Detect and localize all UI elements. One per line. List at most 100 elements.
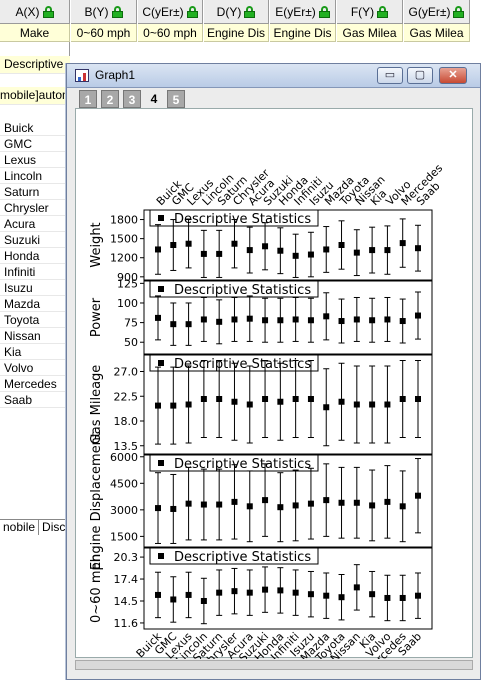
make-cell[interactable]: Chrysler (0, 200, 70, 216)
data-point[interactable] (338, 242, 345, 248)
sheet-tab[interactable]: nobile (0, 520, 40, 535)
make-cell[interactable]: Honda (0, 248, 70, 264)
make-cell[interactable]: Volvo (0, 360, 70, 376)
data-point[interactable] (353, 401, 360, 408)
data-point[interactable] (307, 251, 314, 258)
data-point[interactable] (415, 492, 421, 499)
data-point[interactable] (384, 247, 391, 254)
data-point[interactable] (262, 497, 269, 504)
data-point[interactable] (170, 242, 177, 248)
data-point[interactable] (369, 317, 376, 324)
data-point[interactable] (216, 396, 223, 402)
column-header[interactable]: F(Y) (337, 0, 403, 24)
data-point[interactable] (323, 404, 330, 411)
column-header[interactable]: D(Y) (204, 0, 269, 24)
legend-box[interactable] (149, 547, 319, 565)
data-point[interactable] (369, 401, 376, 408)
minimize-button[interactable]: ▭ (377, 67, 403, 84)
long-name-cell[interactable]: Engine Dis (270, 24, 336, 42)
data-point[interactable] (185, 401, 192, 408)
data-point[interactable] (323, 497, 330, 504)
long-name-cell[interactable]: 0~60 mph (71, 24, 137, 42)
graph-titlebar[interactable]: Graph1 ▭ ▢ ✕ (67, 64, 480, 88)
data-point[interactable] (307, 396, 314, 402)
make-cell[interactable]: Infiniti (0, 264, 70, 280)
data-point[interactable] (415, 396, 421, 402)
long-name-cell[interactable]: Make (0, 24, 70, 42)
make-cell[interactable]: Lincoln (0, 168, 70, 184)
data-point[interactable] (200, 396, 207, 402)
data-point[interactable] (185, 500, 192, 507)
graph-page[interactable]: 900 1200 1500 1800 Weight Descriptive Statist… (75, 108, 473, 676)
data-point[interactable] (155, 505, 161, 512)
make-cell[interactable]: Acura (0, 216, 70, 232)
layer-tab-4[interactable]: 4 (145, 90, 163, 108)
long-name-cell[interactable]: Gas Milea (337, 24, 403, 42)
data-point[interactable] (246, 503, 253, 510)
data-point[interactable] (277, 398, 284, 405)
make-cell[interactable]: Toyota (0, 312, 70, 328)
make-cell[interactable]: Saturn (0, 184, 70, 200)
data-point[interactable] (246, 315, 253, 322)
make-cell[interactable]: Lexus (0, 152, 70, 168)
sheet-tab[interactable]: Discr (39, 520, 70, 535)
layer-tab-2[interactable]: 2 (101, 90, 119, 108)
data-point[interactable] (246, 589, 253, 596)
column-header[interactable]: B(Y) (71, 0, 137, 24)
data-point[interactable] (415, 592, 421, 599)
data-point[interactable] (292, 396, 299, 402)
data-point[interactable] (200, 501, 207, 508)
data-point[interactable] (185, 591, 192, 598)
long-name-cell[interactable]: Engine Dis (204, 24, 269, 42)
data-point[interactable] (384, 498, 391, 505)
data-point[interactable] (353, 249, 360, 256)
data-point[interactable] (307, 317, 314, 324)
data-point[interactable] (369, 502, 376, 509)
data-point[interactable] (399, 318, 406, 325)
data-point[interactable] (262, 396, 269, 402)
data-point[interactable] (262, 243, 269, 250)
data-point[interactable] (231, 316, 238, 323)
data-point[interactable] (338, 499, 345, 506)
data-point[interactable] (399, 396, 406, 402)
graph-horizontal-scrollbar[interactable] (75, 660, 473, 670)
data-point[interactable] (369, 591, 376, 598)
data-point[interactable] (353, 499, 360, 506)
data-point[interactable] (338, 318, 345, 325)
data-point[interactable] (262, 317, 269, 324)
data-point[interactable] (292, 502, 299, 509)
column-header[interactable]: G(yEr±) (404, 0, 470, 24)
data-point[interactable] (307, 591, 314, 598)
make-cell[interactable]: GMC (0, 136, 70, 152)
close-button[interactable]: ✕ (439, 67, 467, 84)
data-point[interactable] (384, 594, 391, 601)
make-cell[interactable]: Nissan (0, 328, 70, 344)
data-point[interactable] (277, 587, 284, 594)
data-point[interactable] (155, 591, 161, 598)
data-point[interactable] (292, 316, 299, 323)
data-point[interactable] (292, 589, 299, 596)
data-point[interactable] (155, 402, 161, 409)
data-point[interactable] (200, 250, 207, 257)
long-name-cell[interactable]: 0~60 mph (138, 24, 203, 42)
data-point[interactable] (231, 240, 238, 247)
data-point[interactable] (323, 246, 330, 253)
data-point[interactable] (216, 250, 223, 257)
data-point[interactable] (323, 313, 330, 320)
make-cell[interactable]: Mercedes (0, 376, 70, 392)
data-point[interactable] (415, 245, 421, 252)
data-point[interactable] (277, 504, 284, 511)
data-point[interactable] (170, 505, 177, 512)
layer-tab-1[interactable]: 1 (79, 90, 97, 108)
data-point[interactable] (399, 594, 406, 601)
descriptive-row-label[interactable]: Descriptive (0, 56, 70, 74)
data-point[interactable] (216, 501, 223, 508)
column-header[interactable]: E(yEr±) (270, 0, 336, 24)
data-point[interactable] (369, 247, 376, 254)
restore-button[interactable]: ▢ (407, 67, 433, 84)
layer-tab-3[interactable]: 3 (123, 90, 141, 108)
make-cell[interactable]: Buick (0, 120, 70, 136)
data-point[interactable] (200, 597, 207, 604)
data-point[interactable] (307, 500, 314, 507)
data-point[interactable] (231, 398, 238, 405)
